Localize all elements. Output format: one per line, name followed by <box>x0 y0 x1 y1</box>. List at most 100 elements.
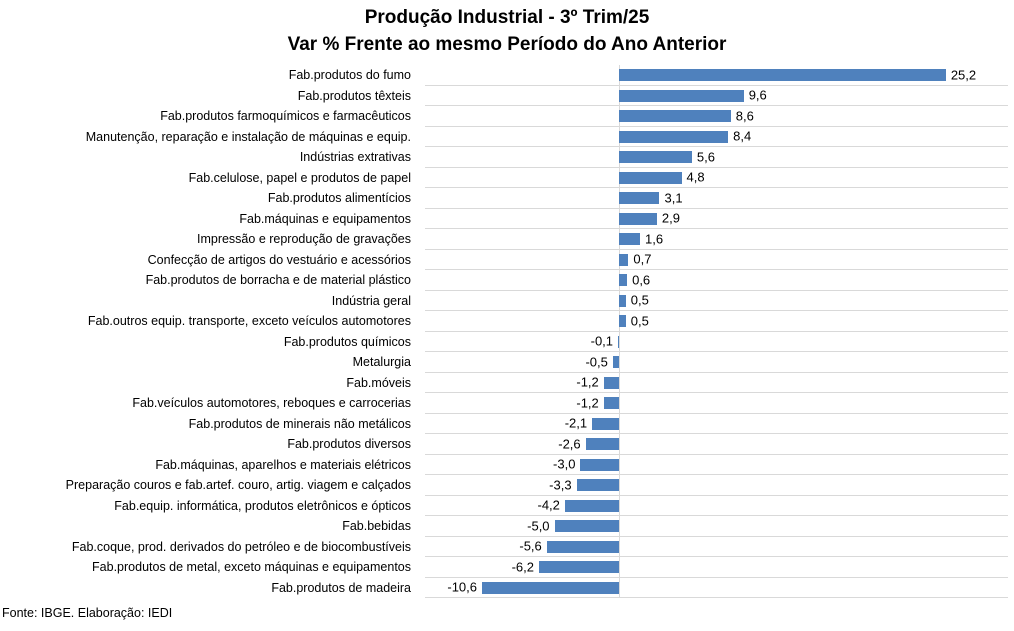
chart-row: Impressão e reprodução de gravações 1,6 <box>0 229 1008 250</box>
value-label: -3,0 <box>553 456 576 472</box>
chart-row: Fab.produtos farmoquímicos e farmacêutic… <box>0 106 1008 127</box>
bar <box>619 253 629 266</box>
chart-row: Indústria geral 0,5 <box>0 291 1008 311</box>
plot-cell: 3,1 <box>425 188 1008 209</box>
chart-row: Fab.produtos diversos -2,6 <box>0 434 1008 455</box>
category-label: Fab.produtos de metal, exceto máquinas e… <box>92 560 411 574</box>
chart-row: Fab.produtos de minerais não metálicos -2… <box>0 414 1008 434</box>
value-label: 0,7 <box>633 251 652 267</box>
bar <box>603 376 620 389</box>
bar <box>554 520 620 532</box>
plot-cell: 1,6 <box>425 229 1008 250</box>
category-label: Fab.produtos de madeira <box>271 580 411 595</box>
bar <box>619 110 731 122</box>
bar <box>619 89 744 102</box>
plot-cell: 2,9 <box>425 209 1008 229</box>
chart-title-block: Produção Industrial - 3º Trim/25 Var % F… <box>0 4 1014 58</box>
bar <box>612 356 620 368</box>
plot-cell: -10,6 <box>425 578 1008 598</box>
category-label: Fab.máquinas, aparelhos e materiais elét… <box>155 457 411 472</box>
plot-cell: -4,2 <box>425 496 1008 516</box>
bar <box>619 315 626 327</box>
value-label: 8,6 <box>735 108 754 124</box>
category-label: Fab.móveis <box>346 375 411 390</box>
category-label: Indústria geral <box>331 293 411 308</box>
plot-cell: -6,2 <box>425 557 1008 578</box>
chart-row: Fab.produtos químicos -0,1 <box>0 332 1008 352</box>
bar <box>546 540 620 553</box>
bar <box>585 438 620 450</box>
category-label: Fab.produtos alimentícios <box>267 191 411 205</box>
chart-row: Fab.celulose, papel e produtos de papel 4… <box>0 168 1008 188</box>
value-label: -5,6 <box>519 538 542 554</box>
value-label: -2,6 <box>558 436 581 452</box>
chart-title: Produção Industrial - 3º Trim/25 <box>364 7 650 28</box>
category-label: Manutenção, reparação e instalação de má… <box>85 129 411 144</box>
category-label: Fab.outros equip. transporte, exceto veí… <box>87 314 411 328</box>
bar <box>618 335 620 348</box>
value-label: 8,4 <box>733 128 752 144</box>
plot-cell: -2,6 <box>425 434 1008 455</box>
plot-cell: 4,8 <box>425 168 1008 188</box>
category-label: Fab.produtos químicos <box>283 334 411 349</box>
category-label: Fab.produtos do fumo <box>288 68 411 82</box>
chart-row: Fab.máquinas e equipamentos 2,9 <box>0 209 1008 229</box>
plot-cell: -1,2 <box>425 373 1008 393</box>
plot-cell: -0,5 <box>425 352 1008 373</box>
value-label: 25,2 <box>950 67 977 83</box>
value-label: 1,6 <box>645 231 664 247</box>
category-label: Fab.produtos têxteis <box>297 88 411 103</box>
plot-cell: 9,6 <box>425 86 1008 106</box>
value-label: -1,2 <box>576 374 599 390</box>
plot-cell: -1,2 <box>425 393 1008 414</box>
bar <box>619 130 729 143</box>
bar <box>576 479 620 491</box>
value-label: 3,1 <box>664 190 683 206</box>
zero-axis-line <box>619 65 620 598</box>
plot-cell: -0,1 <box>425 332 1008 352</box>
chart-row: Fab.produtos de madeira -10,6 <box>0 578 1008 598</box>
chart-row: Fab.veículos automotores, reboques e car… <box>0 393 1008 414</box>
bar <box>564 499 620 512</box>
category-label: Indústrias extrativas <box>299 150 411 164</box>
bar-chart: Fab.produtos do fumo 25,2 Fab.produtos têx… <box>0 65 1008 598</box>
chart-row: Fab.bebidas -5,0 <box>0 516 1008 537</box>
plot-cell: -2,1 <box>425 414 1008 434</box>
category-label: Fab.celulose, papel e produtos de papel <box>188 170 411 185</box>
category-label: Fab.produtos de minerais não metálicos <box>188 416 411 431</box>
plot-cell: 8,6 <box>425 106 1008 127</box>
plot-cell: -3,3 <box>425 475 1008 496</box>
category-label: Fab.produtos farmoquímicos e farmacêutic… <box>160 109 411 123</box>
bar <box>603 397 620 409</box>
bar <box>619 151 692 163</box>
plot-cell: 0,7 <box>425 250 1008 270</box>
plot-cell: 25,2 <box>425 65 1008 86</box>
bar <box>580 458 620 471</box>
value-label: 0,6 <box>632 272 651 288</box>
chart-row: Fab.produtos do fumo 25,2 <box>0 65 1008 86</box>
category-label: Fab.equip. informática, produtos eletrôn… <box>114 498 411 513</box>
bar <box>619 274 628 286</box>
chart-row: Fab.coque, prod. derivados do petróleo e… <box>0 537 1008 557</box>
bar <box>619 171 682 184</box>
chart-row: Fab.produtos alimentícios 3,1 <box>0 188 1008 209</box>
bar <box>619 294 626 307</box>
category-label: Preparação couros e fab.artef. couro, ar… <box>65 478 411 492</box>
chart-row: Confecção de artigos do vestuário e aces… <box>0 250 1008 270</box>
bar <box>592 417 620 430</box>
bar <box>619 212 657 225</box>
bar <box>619 233 641 245</box>
plot-cell: 0,5 <box>425 311 1008 332</box>
chart-row: Metalurgia -0,5 <box>0 352 1008 373</box>
value-label: 0,5 <box>630 292 649 308</box>
chart-row: Preparação couros e fab.artef. couro, ar… <box>0 475 1008 496</box>
category-label: Fab.máquinas e equipamentos <box>239 211 411 226</box>
value-label: -1,2 <box>576 395 599 411</box>
bar <box>539 561 620 573</box>
value-label: -0,1 <box>590 333 614 349</box>
value-label: -5,0 <box>527 518 550 534</box>
chart-row: Fab.produtos têxteis 9,6 <box>0 86 1008 106</box>
value-label: -4,2 <box>537 497 560 513</box>
value-label: 9,6 <box>748 87 767 103</box>
plot-cell: 0,6 <box>425 270 1008 291</box>
